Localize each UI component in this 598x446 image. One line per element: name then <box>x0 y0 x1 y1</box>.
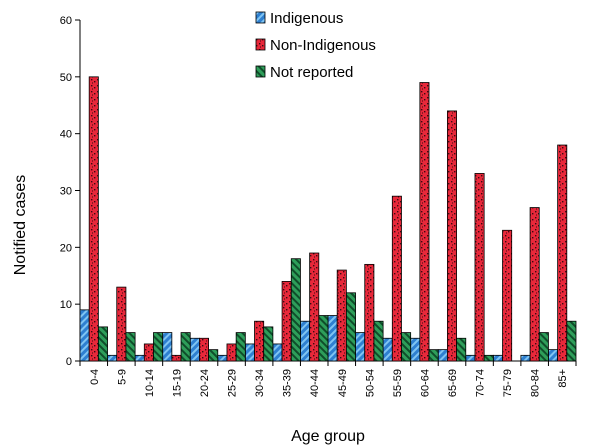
legend-swatch <box>255 11 266 24</box>
bar <box>557 144 568 362</box>
bar <box>79 309 90 362</box>
bar <box>97 326 108 362</box>
x-tick-label: 70-74 <box>475 369 487 397</box>
bar <box>153 332 164 362</box>
bar <box>143 343 154 362</box>
bar <box>382 337 393 362</box>
legend-label: Not reported <box>270 64 353 81</box>
x-tick-label: 40-44 <box>309 369 321 397</box>
bar <box>318 315 329 362</box>
bar <box>401 332 412 362</box>
y-tick-label: 0 <box>66 356 72 368</box>
bar <box>419 82 430 362</box>
legend-swatch <box>255 65 266 78</box>
bar <box>171 354 182 362</box>
x-tick-label: 55-59 <box>392 369 404 397</box>
bar <box>107 354 118 362</box>
bar <box>538 332 549 362</box>
bars <box>79 76 577 362</box>
x-tick-label: 5-9 <box>116 369 128 385</box>
x-tick-label: 45-49 <box>337 369 349 397</box>
y-tick-label: 60 <box>60 15 72 27</box>
bar <box>373 320 384 362</box>
x-tick-label: 0-4 <box>89 369 101 385</box>
bar <box>309 252 320 362</box>
x-tick-label: 85+ <box>557 369 569 388</box>
x-tick-label: 80-84 <box>530 369 542 397</box>
bar <box>226 343 237 362</box>
bar <box>566 320 577 362</box>
bar <box>180 332 191 362</box>
x-tick-label: 50-54 <box>364 369 376 397</box>
bar <box>235 332 246 362</box>
bar <box>502 229 513 362</box>
bar <box>492 354 503 362</box>
bar <box>281 281 292 362</box>
bar <box>548 349 559 362</box>
bar <box>300 320 311 362</box>
x-tick-label: 25-29 <box>227 369 239 397</box>
bar <box>474 173 485 362</box>
bar <box>345 292 356 362</box>
bar <box>410 337 421 362</box>
y-tick-label: 40 <box>60 129 72 141</box>
bar <box>529 207 540 362</box>
bar <box>391 195 402 362</box>
bar <box>189 337 200 362</box>
bar <box>263 326 274 362</box>
bar <box>125 332 136 362</box>
x-tick-label: 75-79 <box>502 369 514 397</box>
legend-label: Non-Indigenous <box>270 37 376 54</box>
legend: Indigenous Non-Indigenous Not reported <box>255 10 376 81</box>
x-axis-ticks: 0-4 5-9 10-14 15-19 20-24 25-29 30-34 35-39 40-4… <box>79 361 577 397</box>
bar <box>272 343 283 362</box>
y-tick-label: 20 <box>60 242 72 254</box>
x-tick-label: 10-14 <box>144 369 156 397</box>
x-tick-label: 35-39 <box>282 369 294 397</box>
series-non-indigenous <box>88 76 568 362</box>
x-tick-label: 15-19 <box>171 369 183 397</box>
bar <box>327 315 338 362</box>
legend-swatch <box>255 38 266 51</box>
bar <box>208 349 219 362</box>
bar <box>290 258 301 362</box>
bar <box>116 286 127 362</box>
bar <box>88 76 99 362</box>
x-axis-title: Age group <box>291 428 365 445</box>
bar <box>134 354 145 362</box>
bar <box>428 349 439 362</box>
bar <box>217 354 228 362</box>
y-axis-ticks: 0 10 20 30 40 50 60 <box>60 15 80 368</box>
x-tick-label: 65-69 <box>447 369 459 397</box>
series-not-reported <box>97 258 577 362</box>
legend-label: Indigenous <box>270 10 343 27</box>
bar <box>456 337 467 362</box>
y-tick-label: 50 <box>60 72 72 84</box>
bar <box>162 332 173 362</box>
bar <box>520 354 531 362</box>
bar <box>254 320 265 362</box>
y-tick-label: 30 <box>60 186 72 198</box>
x-tick-label: 20-24 <box>199 369 211 397</box>
bar <box>244 343 255 362</box>
bar <box>336 269 347 362</box>
x-tick-label: 30-34 <box>254 369 266 397</box>
bar <box>199 337 209 362</box>
bar <box>355 332 366 362</box>
bar <box>437 349 448 362</box>
bar <box>447 110 457 362</box>
y-tick-label: 10 <box>60 299 72 311</box>
bar <box>364 263 375 362</box>
bar <box>465 354 476 362</box>
y-axis-title: Notified cases <box>12 175 29 276</box>
x-tick-label: 60-64 <box>419 369 431 397</box>
bar <box>483 354 494 362</box>
